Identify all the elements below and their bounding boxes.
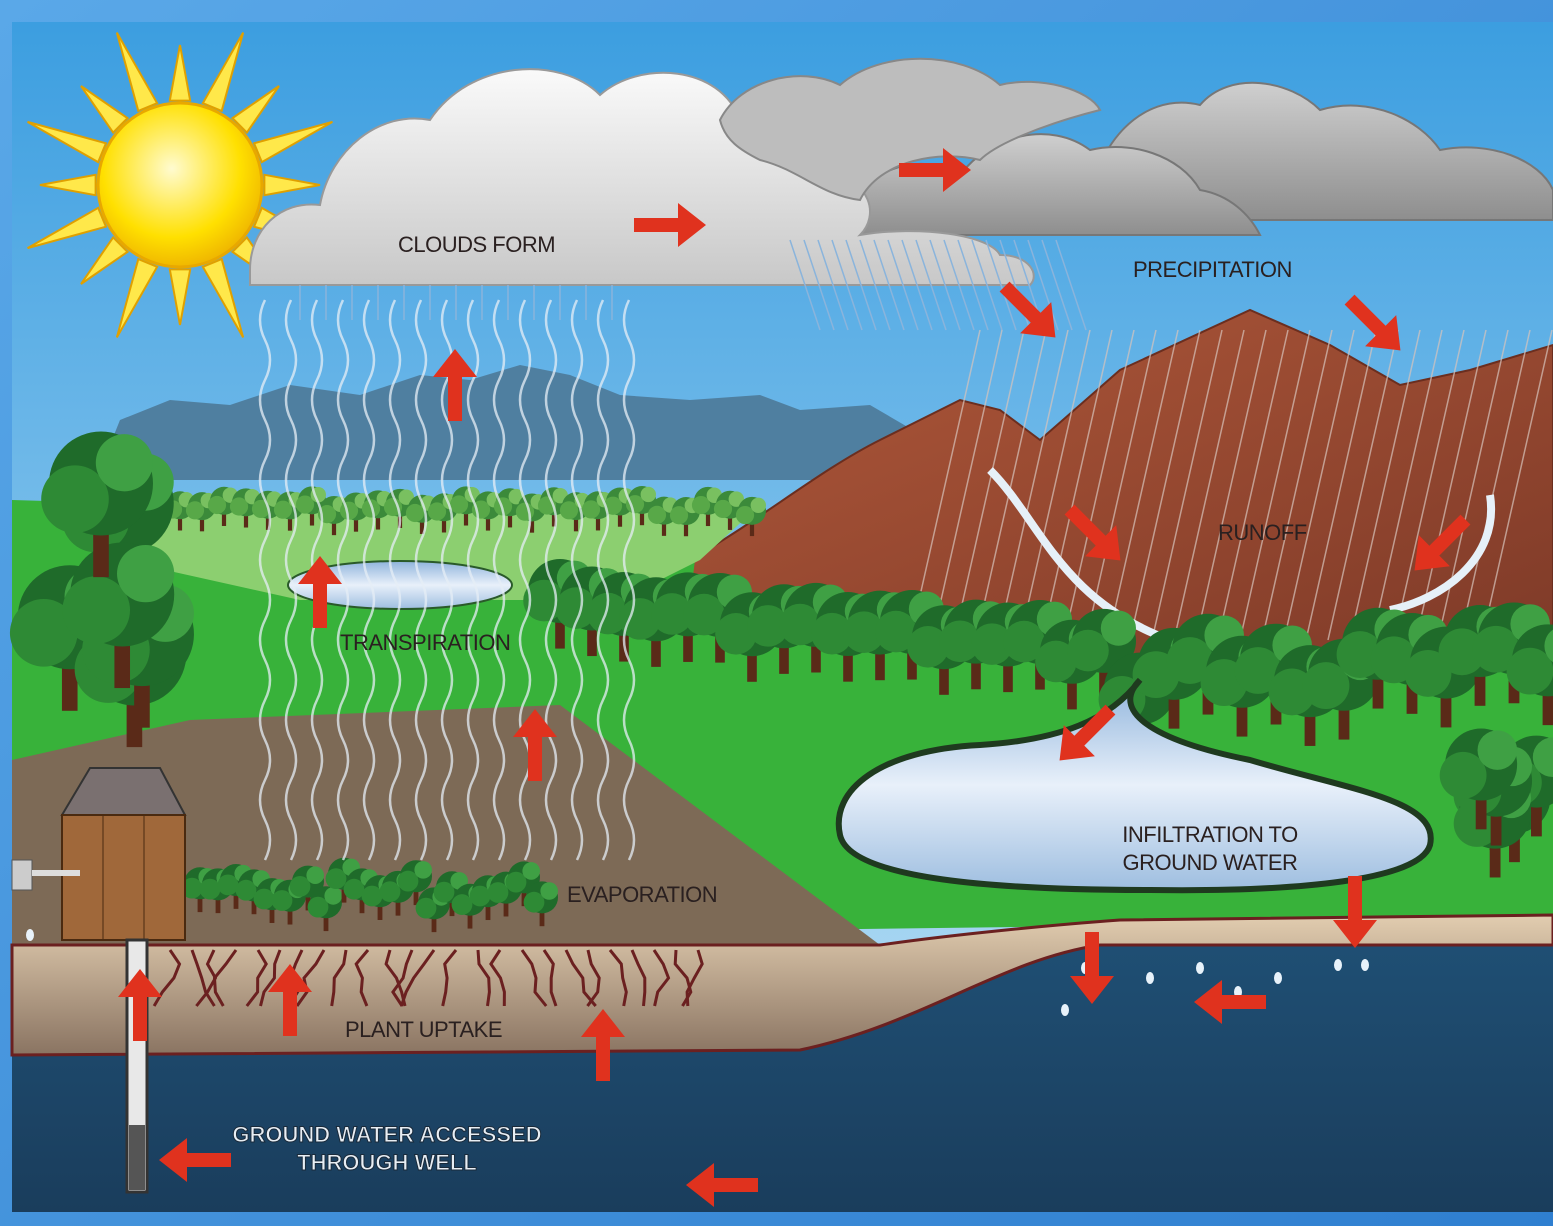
canopy [560,501,578,519]
canopy [751,498,766,513]
label-well-1: GROUND WATER ACCESSED [232,1122,541,1147]
canopy [434,882,455,903]
canopy [41,465,109,533]
canopy [406,504,424,522]
canopy [648,506,666,524]
droplet [1334,959,1342,971]
canopy [488,882,509,903]
page: CLOUDS FORM PRECIPITATION RUNOFF TRANSPI… [0,0,1553,1226]
label-runoff: RUNOFF [1218,520,1307,545]
droplet [1274,972,1282,984]
canopy [117,545,174,602]
canopy [344,879,365,900]
label-infiltration-1: INFILTRATION TO [1122,822,1298,847]
canopy [324,887,342,905]
canopy [218,874,239,895]
label-infiltration-2: GROUND WATER [1123,850,1298,875]
canopy [428,502,446,520]
canopy [380,881,401,902]
droplet [1061,1004,1069,1016]
canopy [296,495,314,513]
canopy [414,861,432,879]
water-cycle-diagram: CLOUDS FORM PRECIPITATION RUNOFF TRANSPI… [0,0,1553,1226]
canopy [714,500,732,518]
canopy [506,872,527,893]
canopy [470,886,491,907]
canopy [524,892,545,913]
label-clouds-form: CLOUDS FORM [398,232,555,257]
canopy [326,868,347,889]
canopy [522,862,540,880]
canopy [362,886,383,907]
label-well-2: THROUGH WELL [297,1150,477,1175]
droplet [1146,972,1154,984]
canopy [186,501,204,519]
canopy [692,496,710,514]
canopy [1507,648,1553,695]
label-plant-uptake: PLANT UPTAKE [345,1017,502,1042]
canopy [306,866,324,884]
label-precipitation: PRECIPITATION [1133,257,1292,282]
droplet [1196,962,1204,974]
canopy [1067,630,1109,672]
canopy [96,434,153,491]
canopy [308,897,329,918]
droplet [26,929,34,941]
label-evaporation: EVAPORATION [567,882,717,907]
label-transpiration: TRANSPIRATION [340,630,510,655]
canopy [254,889,275,910]
canopy [230,497,248,515]
canopy [516,503,534,521]
canopy [1101,611,1136,646]
canopy [272,890,293,911]
canopy [398,871,419,892]
canopy [200,879,221,900]
canopy [236,880,257,901]
canopy [641,487,656,502]
canopy [736,506,754,524]
canopy [450,495,468,513]
canopy [670,506,688,524]
canopy [1478,730,1518,770]
canopy [62,576,130,644]
canopy [290,876,311,897]
canopy [1440,752,1487,799]
canopy [540,882,558,900]
canopy [274,501,292,519]
canopy [208,496,226,514]
canopy [452,894,473,915]
droplet [1361,959,1369,971]
canopy [416,898,437,919]
canopy [582,500,600,518]
well-screen [129,1125,145,1190]
